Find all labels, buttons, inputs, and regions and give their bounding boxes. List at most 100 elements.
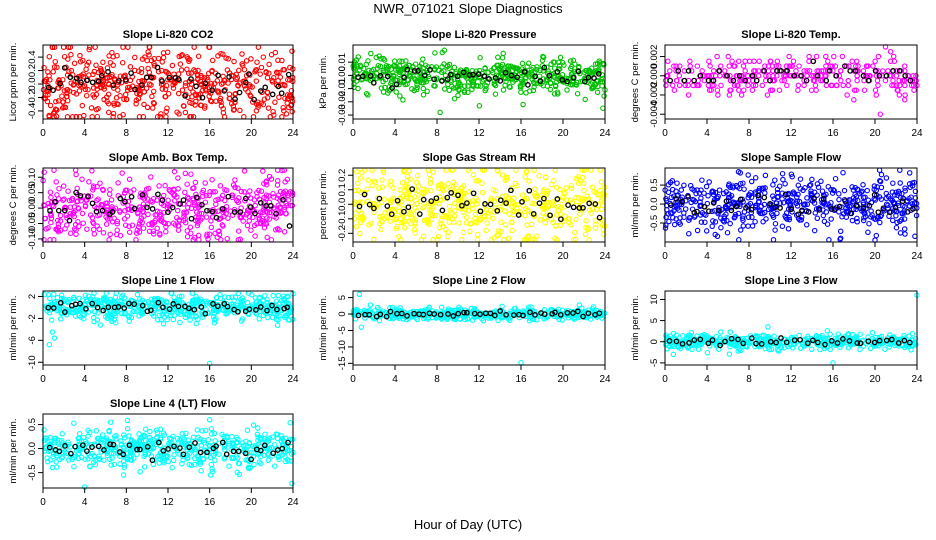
data-point <box>244 222 251 229</box>
data-point <box>241 83 248 89</box>
data-point <box>836 196 842 203</box>
data-point <box>169 62 176 69</box>
data-point-outlier <box>49 329 56 335</box>
data-point <box>465 89 471 96</box>
x-tick-label: 8 <box>434 128 440 139</box>
data-point <box>425 167 432 173</box>
data-point <box>406 168 412 174</box>
data-point <box>407 195 414 202</box>
data-point <box>272 49 279 56</box>
data-point <box>882 77 889 84</box>
data-point <box>561 62 567 68</box>
data-point <box>890 77 896 84</box>
data-point <box>540 53 546 60</box>
data-point <box>741 186 747 192</box>
data-point <box>103 290 110 296</box>
data-point <box>709 223 715 230</box>
x-tick-label: 20 <box>246 374 258 385</box>
data-point <box>414 173 421 179</box>
data-point <box>433 64 440 70</box>
data-points <box>350 291 608 366</box>
data-point <box>220 80 226 86</box>
data-point <box>764 92 771 98</box>
data-point <box>506 63 512 69</box>
data-point <box>103 221 110 227</box>
data-point-reference <box>67 74 74 81</box>
data-point <box>458 237 465 243</box>
data-point <box>202 180 208 186</box>
data-point <box>48 317 55 323</box>
data-point <box>844 92 850 98</box>
data-point <box>508 63 514 69</box>
data-point-reference <box>78 79 84 86</box>
data-point <box>365 177 372 183</box>
data-points <box>351 167 608 243</box>
y-tick-label: -0.2 <box>337 225 348 241</box>
data-point <box>756 58 762 65</box>
data-point <box>665 58 671 65</box>
data-point-reference <box>377 72 384 79</box>
data-point <box>409 86 415 92</box>
data-point-reference <box>439 78 445 84</box>
data-point <box>741 87 747 93</box>
data-point <box>225 215 231 221</box>
data-point <box>804 73 810 79</box>
data-point <box>725 53 731 60</box>
data-point <box>402 81 409 88</box>
data-point <box>559 317 565 323</box>
panel-title: Slope Line 2 Flow <box>433 275 526 287</box>
x-tick-label: 12 <box>162 374 174 385</box>
data-point <box>220 51 226 57</box>
data-point <box>772 227 778 233</box>
data-point <box>906 170 913 176</box>
data-point <box>491 64 498 71</box>
data-point <box>274 182 281 188</box>
data-point <box>552 167 558 173</box>
data-point <box>451 200 458 207</box>
data-point <box>224 235 230 242</box>
data-point <box>354 71 360 78</box>
y-tick-label: -10 <box>337 340 348 354</box>
data-point <box>276 94 282 101</box>
data-point <box>550 178 557 184</box>
data-point-outlier <box>912 233 918 240</box>
x-tick-label: 20 <box>246 251 258 262</box>
data-point <box>192 102 198 108</box>
data-point <box>155 55 162 62</box>
data-point <box>790 58 797 65</box>
data-point <box>872 197 879 203</box>
data-point <box>283 111 290 117</box>
data-point <box>239 51 245 57</box>
data-point <box>727 220 733 227</box>
x-tick-label: 20 <box>869 374 881 385</box>
data-point <box>403 58 409 64</box>
data-point <box>160 321 167 327</box>
data-point <box>93 106 100 113</box>
data-point <box>47 189 54 195</box>
data-point <box>163 108 169 115</box>
data-point <box>135 68 142 74</box>
data-point <box>146 81 153 87</box>
data-point <box>499 55 506 61</box>
data-point <box>500 87 507 93</box>
y-tick-label: 0.1 <box>337 183 348 196</box>
data-point <box>735 58 742 65</box>
data-point <box>699 177 705 183</box>
data-point <box>258 100 264 107</box>
data-point <box>289 95 295 101</box>
data-point <box>762 172 769 179</box>
data-point-reference <box>269 91 276 98</box>
data-point <box>454 76 461 83</box>
data-point-reference <box>116 78 122 84</box>
data-point <box>88 105 95 111</box>
data-point-reference <box>384 203 391 209</box>
data-point <box>553 184 560 191</box>
data-point <box>134 291 141 298</box>
data-point <box>85 59 92 66</box>
data-point <box>811 227 818 234</box>
data-point <box>150 99 157 106</box>
data-point <box>274 322 281 329</box>
data-point <box>485 69 491 76</box>
data-point <box>385 70 391 77</box>
data-point <box>482 87 488 94</box>
